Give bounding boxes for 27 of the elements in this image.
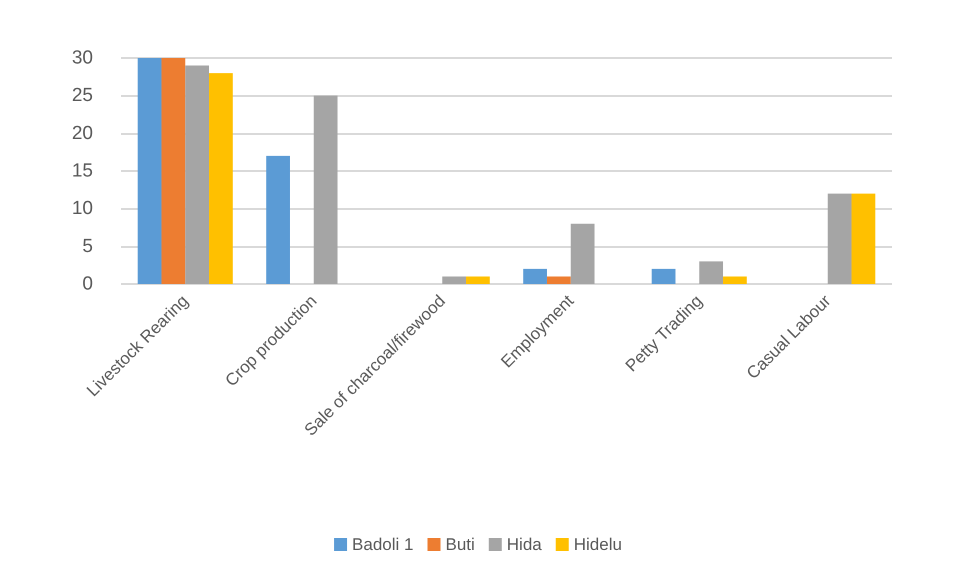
y-tick-label: 5 <box>82 236 93 257</box>
bar <box>852 194 876 284</box>
bar <box>466 276 490 284</box>
y-tick-label: 30 <box>72 48 93 68</box>
legend-label: Badoli 1 <box>352 535 414 554</box>
bar <box>828 194 852 284</box>
bar <box>161 58 186 284</box>
legend-label: Hida <box>506 535 542 554</box>
y-tick-label: 15 <box>72 160 93 182</box>
bar <box>185 66 210 284</box>
bar <box>314 96 338 284</box>
y-tick-label: 10 <box>72 198 93 220</box>
legend-label: Hidelu <box>574 535 622 554</box>
bar <box>138 58 162 284</box>
bar <box>723 276 747 284</box>
bar <box>266 156 290 284</box>
legend-label: Buti <box>445 535 475 554</box>
bar <box>209 73 233 284</box>
y-tick-label: 25 <box>72 85 93 106</box>
y-tick-label: 20 <box>72 122 93 144</box>
bar <box>546 276 571 284</box>
bar <box>699 261 724 284</box>
y-tick-label: 0 <box>82 274 93 294</box>
bar <box>570 224 595 284</box>
bar <box>652 268 676 284</box>
bar <box>442 276 466 284</box>
bar <box>523 268 547 284</box>
